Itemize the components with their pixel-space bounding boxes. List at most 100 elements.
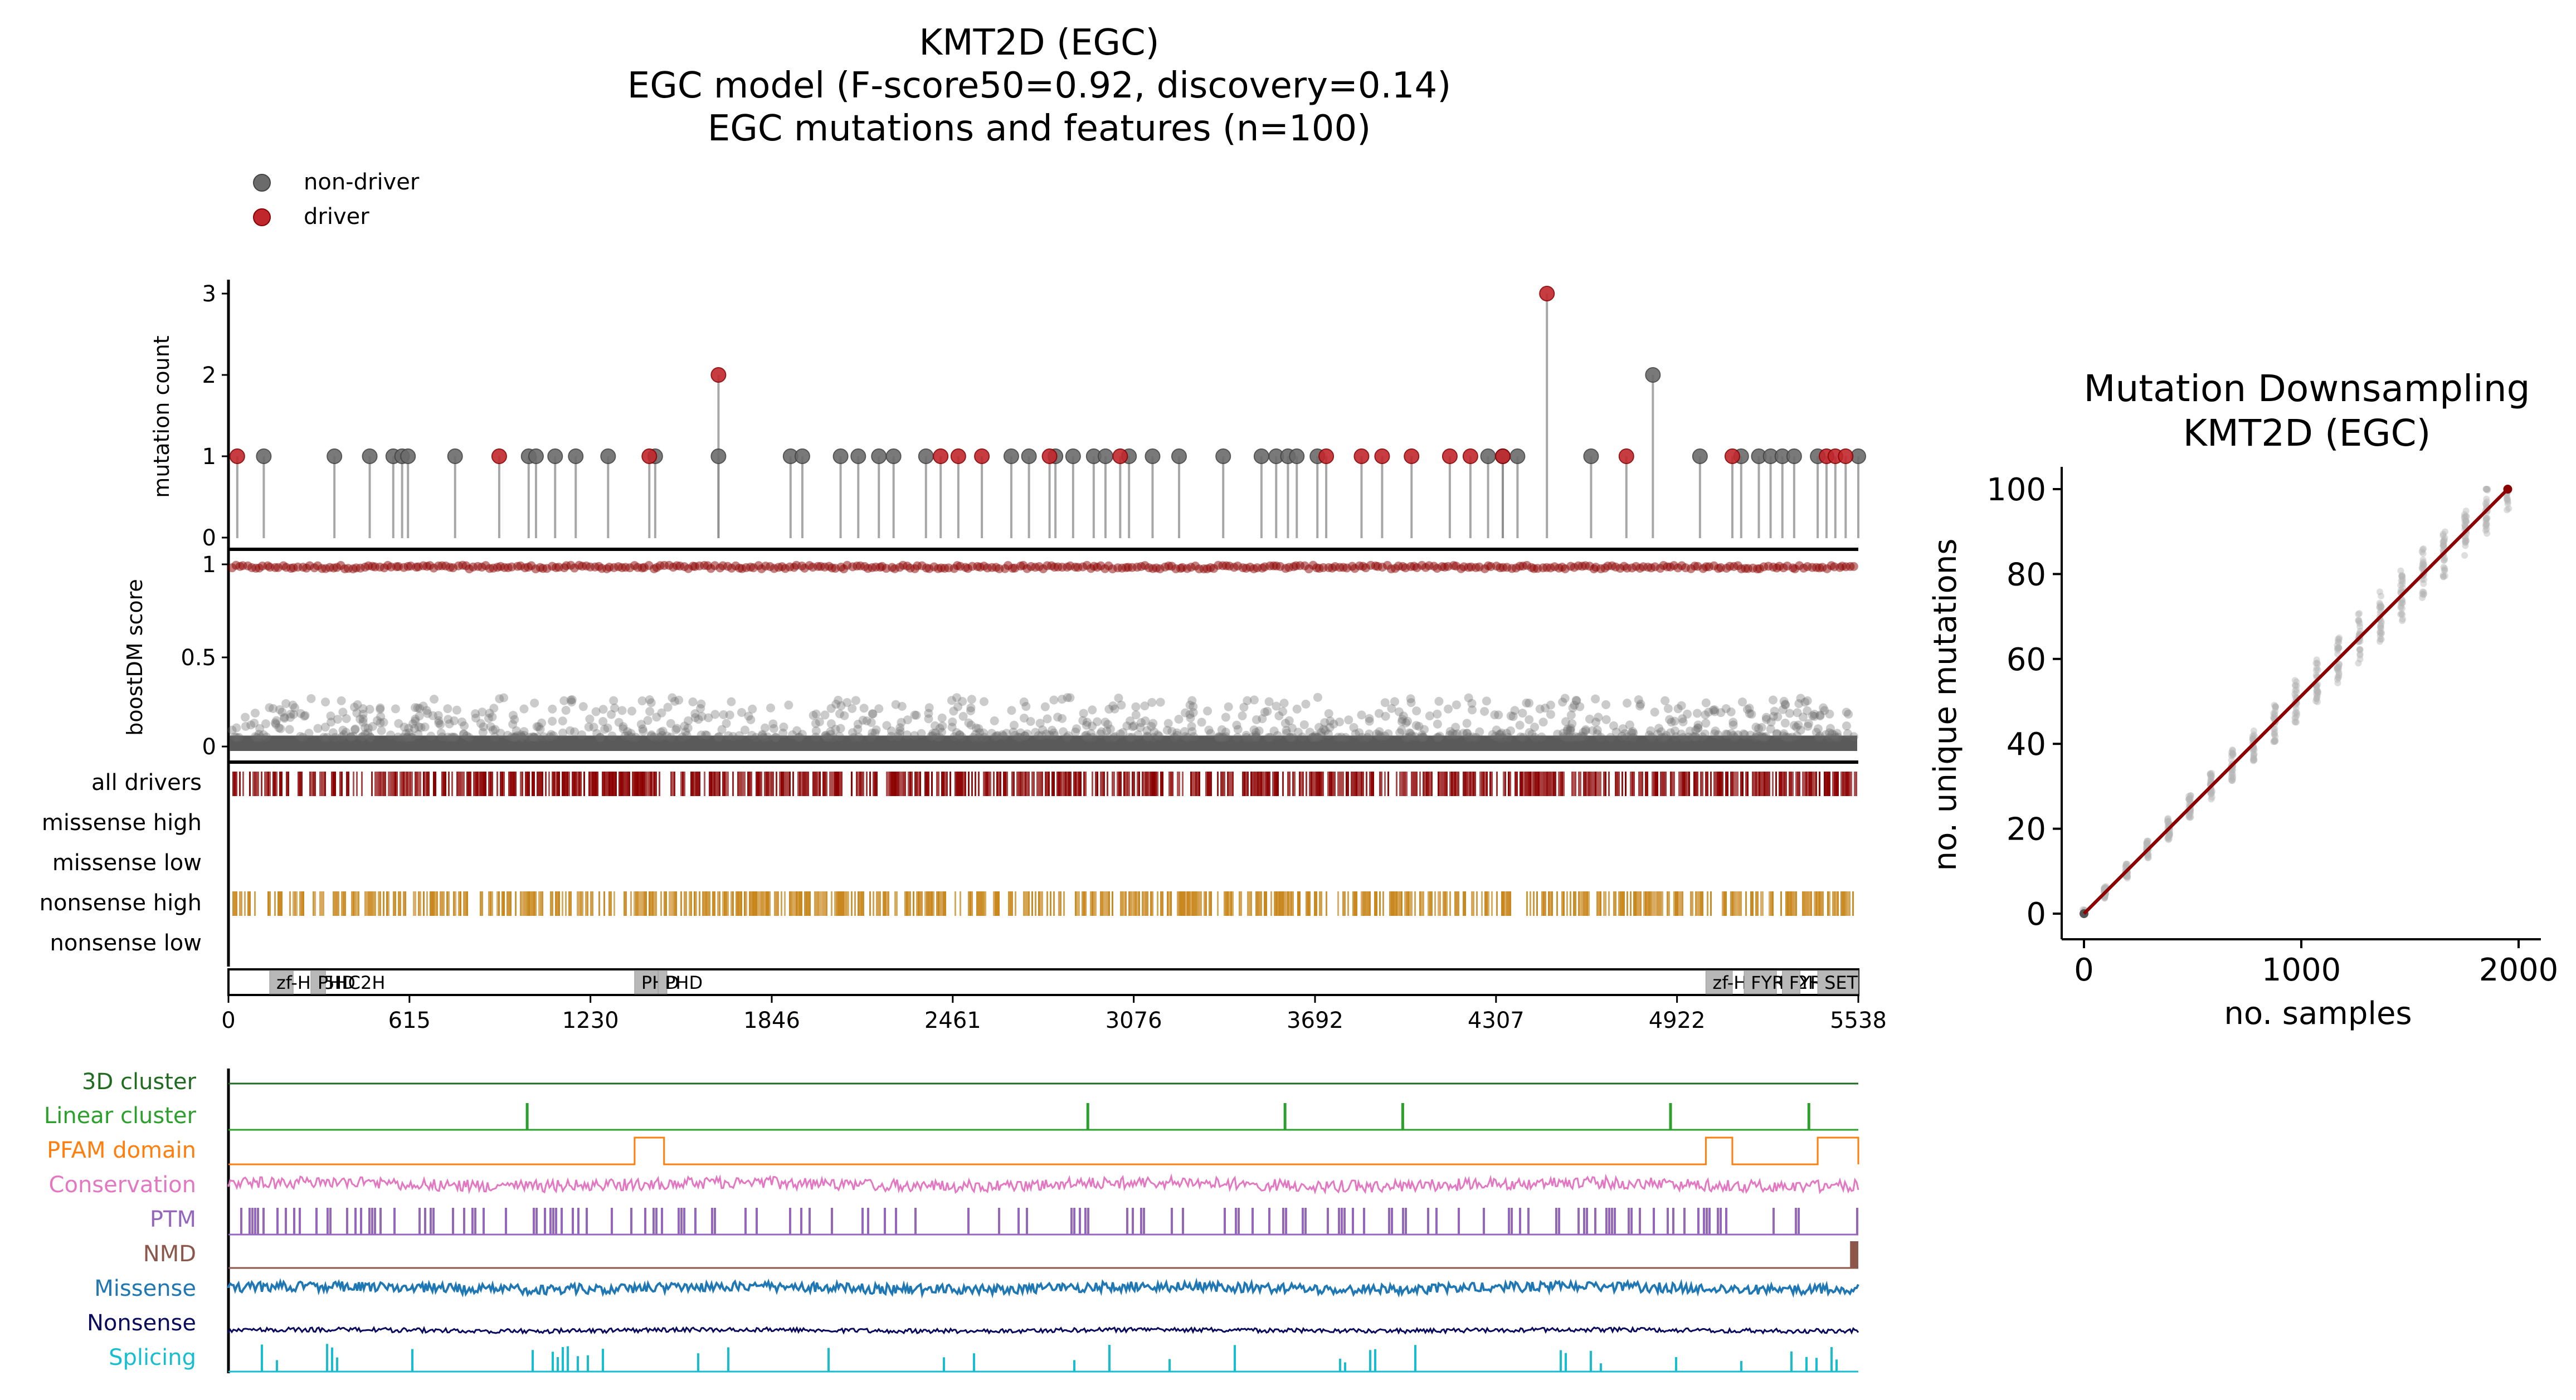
boostdm-nondriver-point bbox=[232, 733, 241, 742]
boostdm-nondriver-point bbox=[1299, 720, 1309, 729]
all-drivers-bar bbox=[1571, 772, 1573, 796]
all-drivers-bar bbox=[968, 772, 970, 796]
all-drivers-bar bbox=[445, 772, 446, 796]
all-drivers-bar bbox=[1142, 772, 1143, 796]
all-drivers-bar bbox=[391, 772, 393, 796]
ds-sample-point bbox=[2441, 536, 2448, 544]
ds-sample-point bbox=[2356, 627, 2364, 635]
boostdm-nondriver-point bbox=[821, 731, 830, 740]
nonsense-high-bar bbox=[1844, 891, 1847, 916]
boostdm-nondriver-point bbox=[450, 733, 460, 742]
nonsense-high-bar bbox=[933, 891, 934, 916]
boostdm-nondriver-point bbox=[525, 733, 534, 742]
boostdm-nondriver-point bbox=[978, 728, 988, 738]
boostdm-nondriver-point bbox=[1766, 718, 1776, 727]
boostdm-nondriver-point bbox=[1329, 719, 1338, 729]
all-drivers-bar bbox=[1036, 772, 1040, 796]
boostdm-nondriver-point bbox=[1761, 732, 1771, 742]
all-drivers-bar bbox=[1585, 772, 1586, 796]
boostdm-nondriver-point bbox=[1317, 728, 1326, 737]
all-drivers-bar bbox=[1508, 772, 1509, 796]
boostdm-nondriver-point bbox=[403, 733, 412, 742]
boostdm-nondriver-point bbox=[668, 693, 677, 703]
all-drivers-bar bbox=[719, 772, 720, 796]
all-drivers-bar bbox=[1555, 772, 1556, 796]
ds-sample-point bbox=[2143, 840, 2150, 847]
ds-sample-point bbox=[2441, 572, 2448, 579]
all-drivers-bar bbox=[1113, 772, 1115, 796]
boostdm-nondriver-point bbox=[1059, 727, 1068, 736]
boostdm-nondriver-point bbox=[300, 711, 310, 720]
boostdm-nondriver-point bbox=[784, 700, 793, 710]
boostdm-nondriver-point bbox=[1657, 733, 1667, 742]
boostdm-nondriver-point bbox=[548, 704, 557, 714]
nonsense-high-bar bbox=[1282, 891, 1285, 916]
boostdm-nondriver-point bbox=[1221, 713, 1230, 722]
boostdm-nondriver-point bbox=[423, 709, 432, 718]
boostdm-nondriver-point bbox=[443, 733, 452, 742]
boostdm-nondriver-point bbox=[697, 711, 707, 721]
boostdm-nondriver-point bbox=[535, 725, 545, 734]
ds-sample-point bbox=[2336, 634, 2343, 641]
domain-label: PHD bbox=[665, 972, 703, 993]
ds-sample-point bbox=[2292, 687, 2299, 694]
boostdm-nondriver-point bbox=[1810, 711, 1819, 721]
nonsense-high-bar bbox=[480, 891, 481, 916]
all-drivers-bar bbox=[986, 772, 988, 796]
nonsense-high-bar bbox=[281, 891, 283, 916]
boostdm-nondriver-point bbox=[1745, 709, 1754, 718]
boostdm-nondriver-point bbox=[1241, 733, 1251, 742]
non-driver-point bbox=[447, 448, 463, 464]
all-drivers-bar bbox=[1621, 772, 1623, 796]
ds-sample-point bbox=[2314, 659, 2321, 666]
nonsense-high-bar bbox=[358, 891, 359, 916]
boostdm-nondriver-point bbox=[1742, 705, 1752, 714]
ds-sample-point bbox=[2249, 747, 2257, 754]
boostdm-nondriver-point bbox=[1019, 713, 1029, 723]
boostdm-nondriver-point bbox=[1491, 731, 1500, 741]
ds-ytick-label: 0 bbox=[2026, 896, 2046, 933]
ds-xtick-label: 2000 bbox=[2479, 952, 2559, 988]
boostdm-nondriver-point bbox=[398, 733, 408, 742]
nonsense-high-bar bbox=[580, 891, 582, 916]
boostdm-nondriver-point bbox=[662, 731, 671, 741]
ds-sample-point bbox=[2249, 733, 2256, 740]
ds-sample-point bbox=[2165, 818, 2173, 825]
boostdm-nondriver-point bbox=[1721, 729, 1731, 739]
all-drivers-bar bbox=[1100, 772, 1102, 796]
ds-sample-point bbox=[2312, 667, 2320, 674]
nonsense-high-bar bbox=[859, 891, 861, 916]
ds-sample-point bbox=[2397, 586, 2404, 593]
all-drivers-bar bbox=[1625, 772, 1627, 796]
all-drivers-bar bbox=[1065, 772, 1067, 796]
all-drivers-track bbox=[232, 772, 1857, 796]
boostdm-nondriver-point bbox=[1471, 733, 1481, 742]
boostdm-nondriver-point bbox=[415, 704, 425, 713]
all-drivers-bar bbox=[866, 772, 868, 796]
all-drivers-bar bbox=[234, 772, 236, 796]
all-drivers-bar bbox=[1428, 772, 1429, 796]
boostdm-nondriver-point bbox=[744, 711, 753, 721]
all-drivers-bar bbox=[1316, 772, 1317, 796]
boostdm-nondriver-point bbox=[1785, 709, 1794, 718]
nonsense-high-bar bbox=[796, 891, 797, 916]
boostdm-nondriver-point bbox=[410, 724, 420, 733]
non-driver-point bbox=[1003, 448, 1019, 464]
feature-track-label: Linear cluster bbox=[44, 1103, 197, 1129]
ds-sample-point bbox=[2185, 813, 2193, 821]
boostdm-nondriver-point bbox=[1278, 707, 1288, 716]
boostdm-nondriver-point bbox=[459, 729, 469, 739]
boostdm-nondriver-point bbox=[1625, 720, 1634, 730]
all-drivers-bar bbox=[1023, 772, 1025, 796]
ds-sample-point bbox=[2484, 486, 2491, 492]
boostdm-nondriver-point bbox=[1815, 711, 1825, 721]
ds-sample-point bbox=[2336, 660, 2343, 667]
boostdm-nondriver-point bbox=[1691, 733, 1701, 742]
nonsense-high-bar bbox=[1635, 891, 1637, 916]
all-drivers-bar bbox=[1160, 772, 1162, 796]
all-drivers-bar bbox=[1809, 772, 1810, 796]
boostdm-nondriver-point bbox=[949, 706, 958, 716]
ds-sample-point bbox=[2397, 582, 2404, 589]
